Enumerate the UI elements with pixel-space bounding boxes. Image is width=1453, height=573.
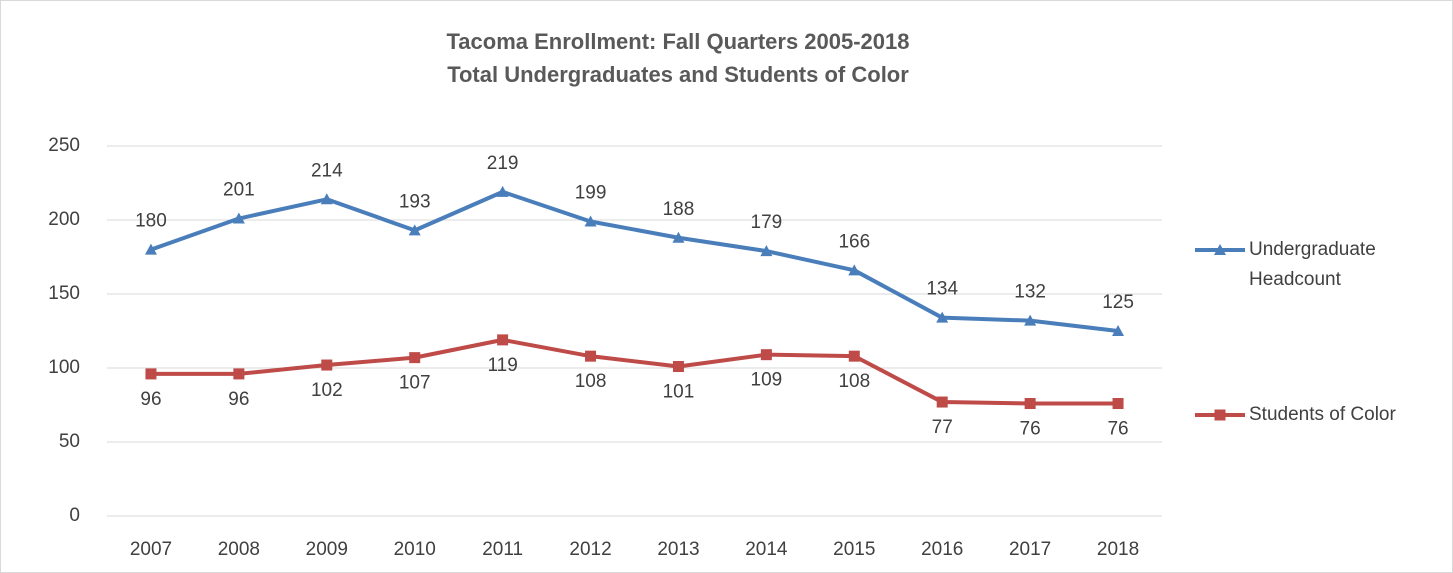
marker <box>1024 398 1036 410</box>
marker <box>936 311 949 323</box>
series-line <box>150 189 1119 333</box>
x-tick-label: 2008 <box>218 539 260 560</box>
series-line <box>150 337 1119 406</box>
y-tick-label: 100 <box>48 357 80 378</box>
marker <box>585 350 597 362</box>
data-label: 214 <box>311 160 343 181</box>
data-label: 108 <box>575 371 607 392</box>
y-tick-label: 150 <box>48 283 80 304</box>
marker <box>936 396 948 408</box>
marker <box>1112 398 1124 410</box>
x-tick-label: 2012 <box>569 539 611 560</box>
data-label: 119 <box>487 355 517 376</box>
marker <box>232 212 245 224</box>
data-label: 108 <box>838 371 870 392</box>
data-label: 132 <box>1014 282 1046 303</box>
legend-label: Undergraduate Headcount <box>1249 239 1376 290</box>
x-tick-label: 2018 <box>1097 539 1139 560</box>
data-label: 109 <box>751 370 783 391</box>
x-tick-label: 2015 <box>833 539 875 560</box>
x-tick-label: 2017 <box>1009 539 1051 560</box>
marker <box>497 334 509 346</box>
data-label: 201 <box>223 180 255 201</box>
data-label: 77 <box>932 417 953 438</box>
y-tick-label: 250 <box>48 135 80 156</box>
data-label: 199 <box>575 182 607 203</box>
x-tick-label: 2010 <box>394 539 436 560</box>
y-tick-label: 200 <box>48 209 80 230</box>
data-label: 125 <box>1102 292 1134 313</box>
marker <box>233 368 245 380</box>
marker <box>1024 314 1037 326</box>
marker <box>584 215 597 227</box>
data-label: 166 <box>838 231 870 252</box>
marker <box>321 359 333 371</box>
legend-entry: Undergraduate Headcount <box>1249 239 1376 290</box>
x-tick-label: 2013 <box>657 539 699 560</box>
x-tick-label: 2009 <box>306 539 348 560</box>
marker <box>145 368 157 380</box>
data-label: 193 <box>399 191 431 212</box>
data-label: 101 <box>663 382 695 403</box>
marker <box>409 352 421 364</box>
legend-entry: Students of Color <box>1249 404 1396 425</box>
data-label: 180 <box>135 211 167 232</box>
data-label: 134 <box>926 279 958 300</box>
marker <box>496 185 509 197</box>
x-tick-label: 2014 <box>745 539 788 560</box>
y-tick-label: 0 <box>69 505 80 526</box>
marker <box>848 264 861 276</box>
marker <box>320 193 333 205</box>
data-label: 96 <box>140 389 161 410</box>
x-tick-label: 2016 <box>921 539 963 560</box>
legend-label: Students of Color <box>1249 404 1396 425</box>
marker <box>408 224 421 236</box>
chart-title: Tacoma Enrollment: Fall Quarters 2005-20… <box>447 29 910 54</box>
x-tick-label: 2011 <box>482 539 523 560</box>
x-tick-label: 2007 <box>130 539 172 560</box>
marker <box>672 361 684 373</box>
marker <box>1214 244 1226 255</box>
marker <box>760 349 772 361</box>
marker <box>1214 409 1226 421</box>
data-label: 96 <box>228 389 249 410</box>
data-label: 188 <box>663 199 695 220</box>
data-label: 179 <box>751 212 783 233</box>
data-label: 76 <box>1020 419 1041 440</box>
data-label: 219 <box>487 153 519 174</box>
marker <box>760 245 773 257</box>
marker <box>1112 325 1125 336</box>
y-tick-label: 50 <box>59 431 80 452</box>
marker <box>848 350 860 362</box>
data-label: 107 <box>399 373 431 394</box>
data-label: 76 <box>1107 419 1128 440</box>
data-label: 102 <box>311 380 343 401</box>
marker <box>672 231 685 243</box>
marker <box>144 243 157 255</box>
chart-subtitle: Total Undergraduates and Students of Col… <box>447 62 909 87</box>
